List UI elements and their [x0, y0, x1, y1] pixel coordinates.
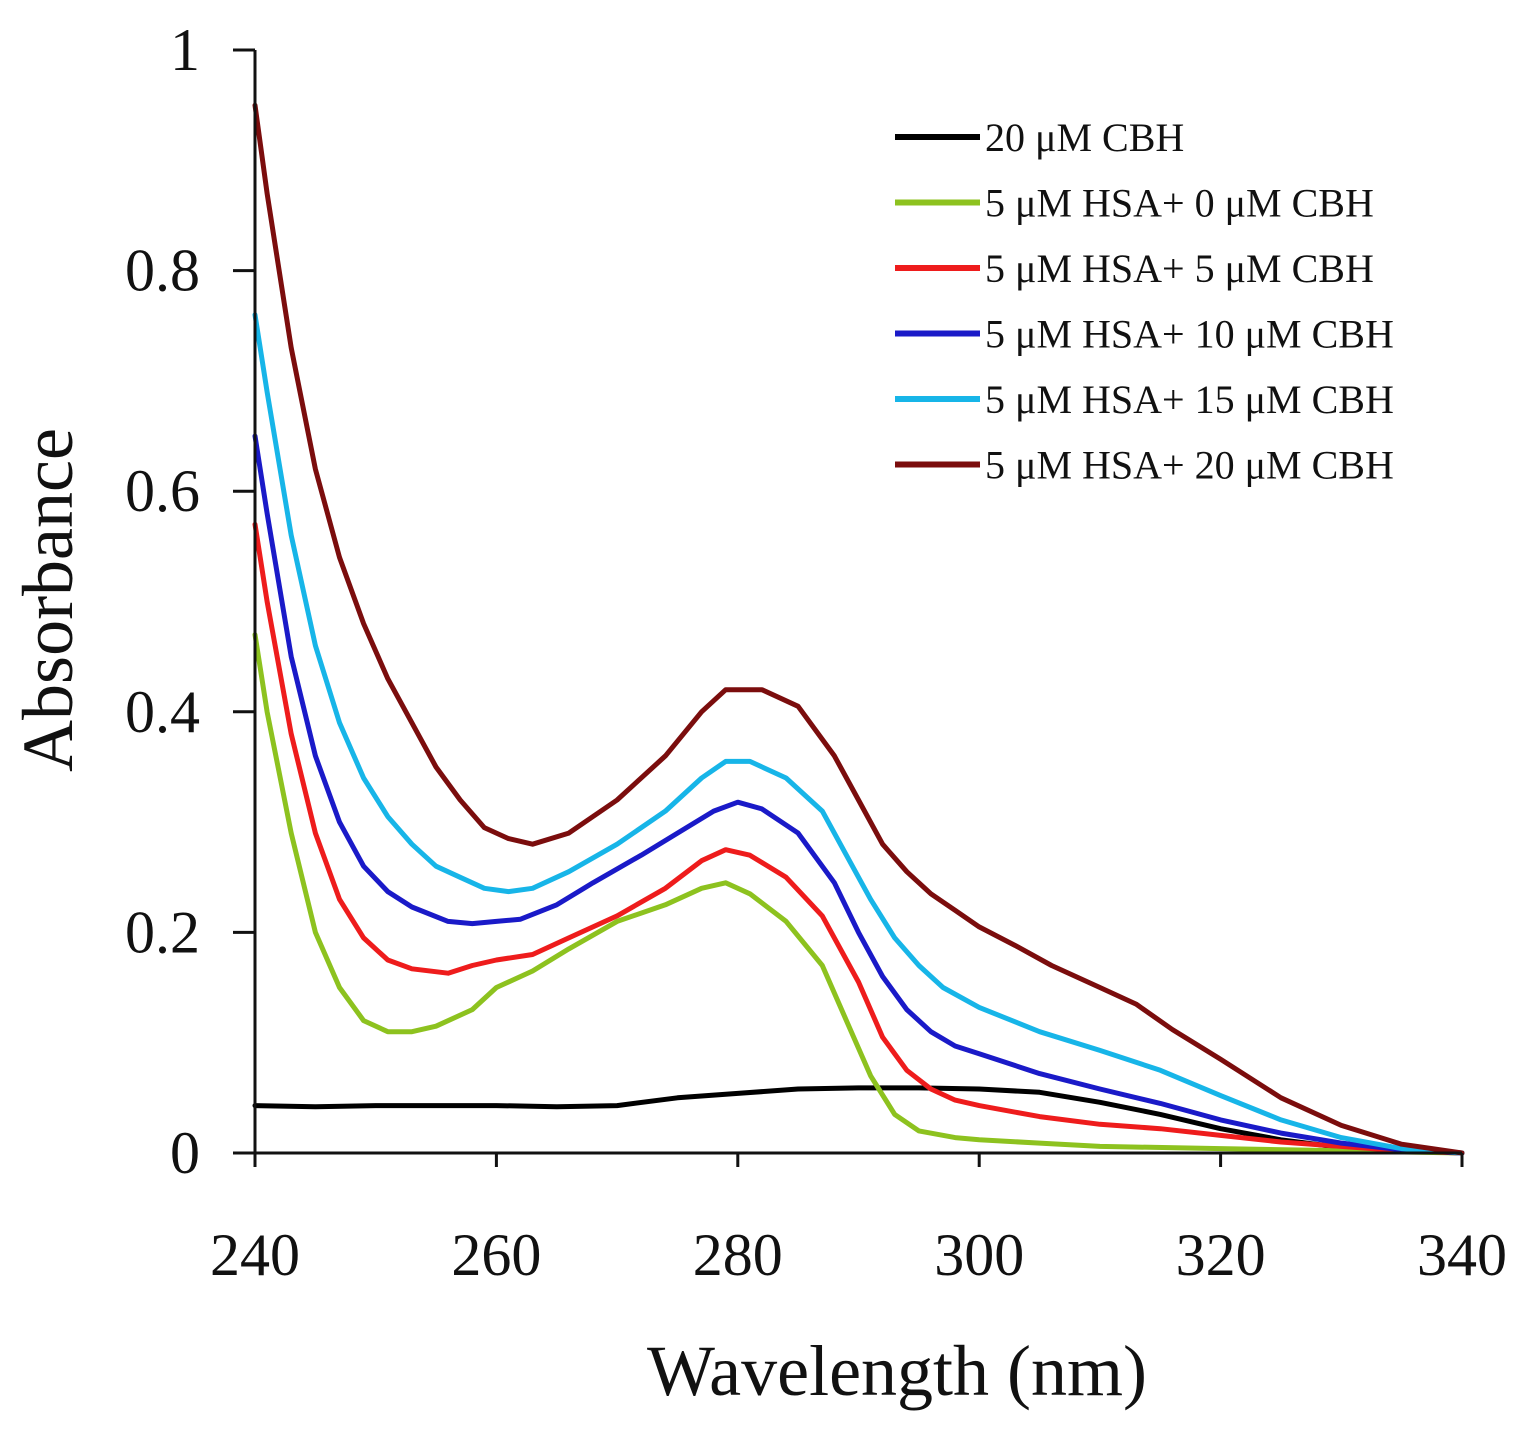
y-tick-label: 0.2	[125, 899, 200, 965]
legend-label: 5 μM HSA+ 0 μM CBH	[985, 181, 1374, 226]
legend-label: 20 μM CBH	[985, 115, 1184, 160]
series-line-5	[252, 312, 1465, 1156]
tick-layer: 240 260 280 300 320 340 0 0.2 0.4 0.6 0.8 1	[125, 17, 1507, 1288]
y-tick-label: 0.8	[125, 238, 200, 304]
legend-label: 5 μM HSA+ 10 μM CBH	[985, 312, 1394, 357]
series-layer	[252, 102, 1465, 1156]
y-tick-label: 1	[170, 17, 200, 83]
x-axis-title: Wavelength (nm)	[647, 1331, 1147, 1411]
legend-label: 5 μM HSA+ 5 μM CBH	[985, 246, 1374, 291]
x-tick-label: 340	[1417, 1222, 1507, 1288]
legend-label: 5 μM HSA+ 20 μM CBH	[985, 443, 1394, 488]
y-axis-title: Absorbance	[8, 428, 88, 772]
x-tick-label: 240	[210, 1222, 300, 1288]
y-tick-label: 0	[170, 1120, 200, 1186]
x-tick-label: 280	[693, 1222, 783, 1288]
x-tick-label: 260	[451, 1222, 541, 1288]
x-tick-label: 320	[1176, 1222, 1266, 1288]
series-line-6	[252, 102, 1465, 1156]
series-line-2	[252, 632, 1465, 1156]
legend: 20 μM CBH 5 μM HSA+ 0 μM CBH 5 μM HSA+ 5 μ…	[895, 115, 1394, 488]
series-line-1	[252, 1085, 1465, 1156]
legend-label: 5 μM HSA+ 15 μM CBH	[985, 377, 1394, 422]
series-line-3	[252, 521, 1465, 1156]
axes-layer	[253, 50, 1462, 1155]
series-line-4	[252, 433, 1465, 1156]
y-tick-label: 0.6	[125, 458, 200, 524]
y-tick-label: 0.4	[125, 679, 200, 745]
x-tick-label: 300	[934, 1222, 1024, 1288]
